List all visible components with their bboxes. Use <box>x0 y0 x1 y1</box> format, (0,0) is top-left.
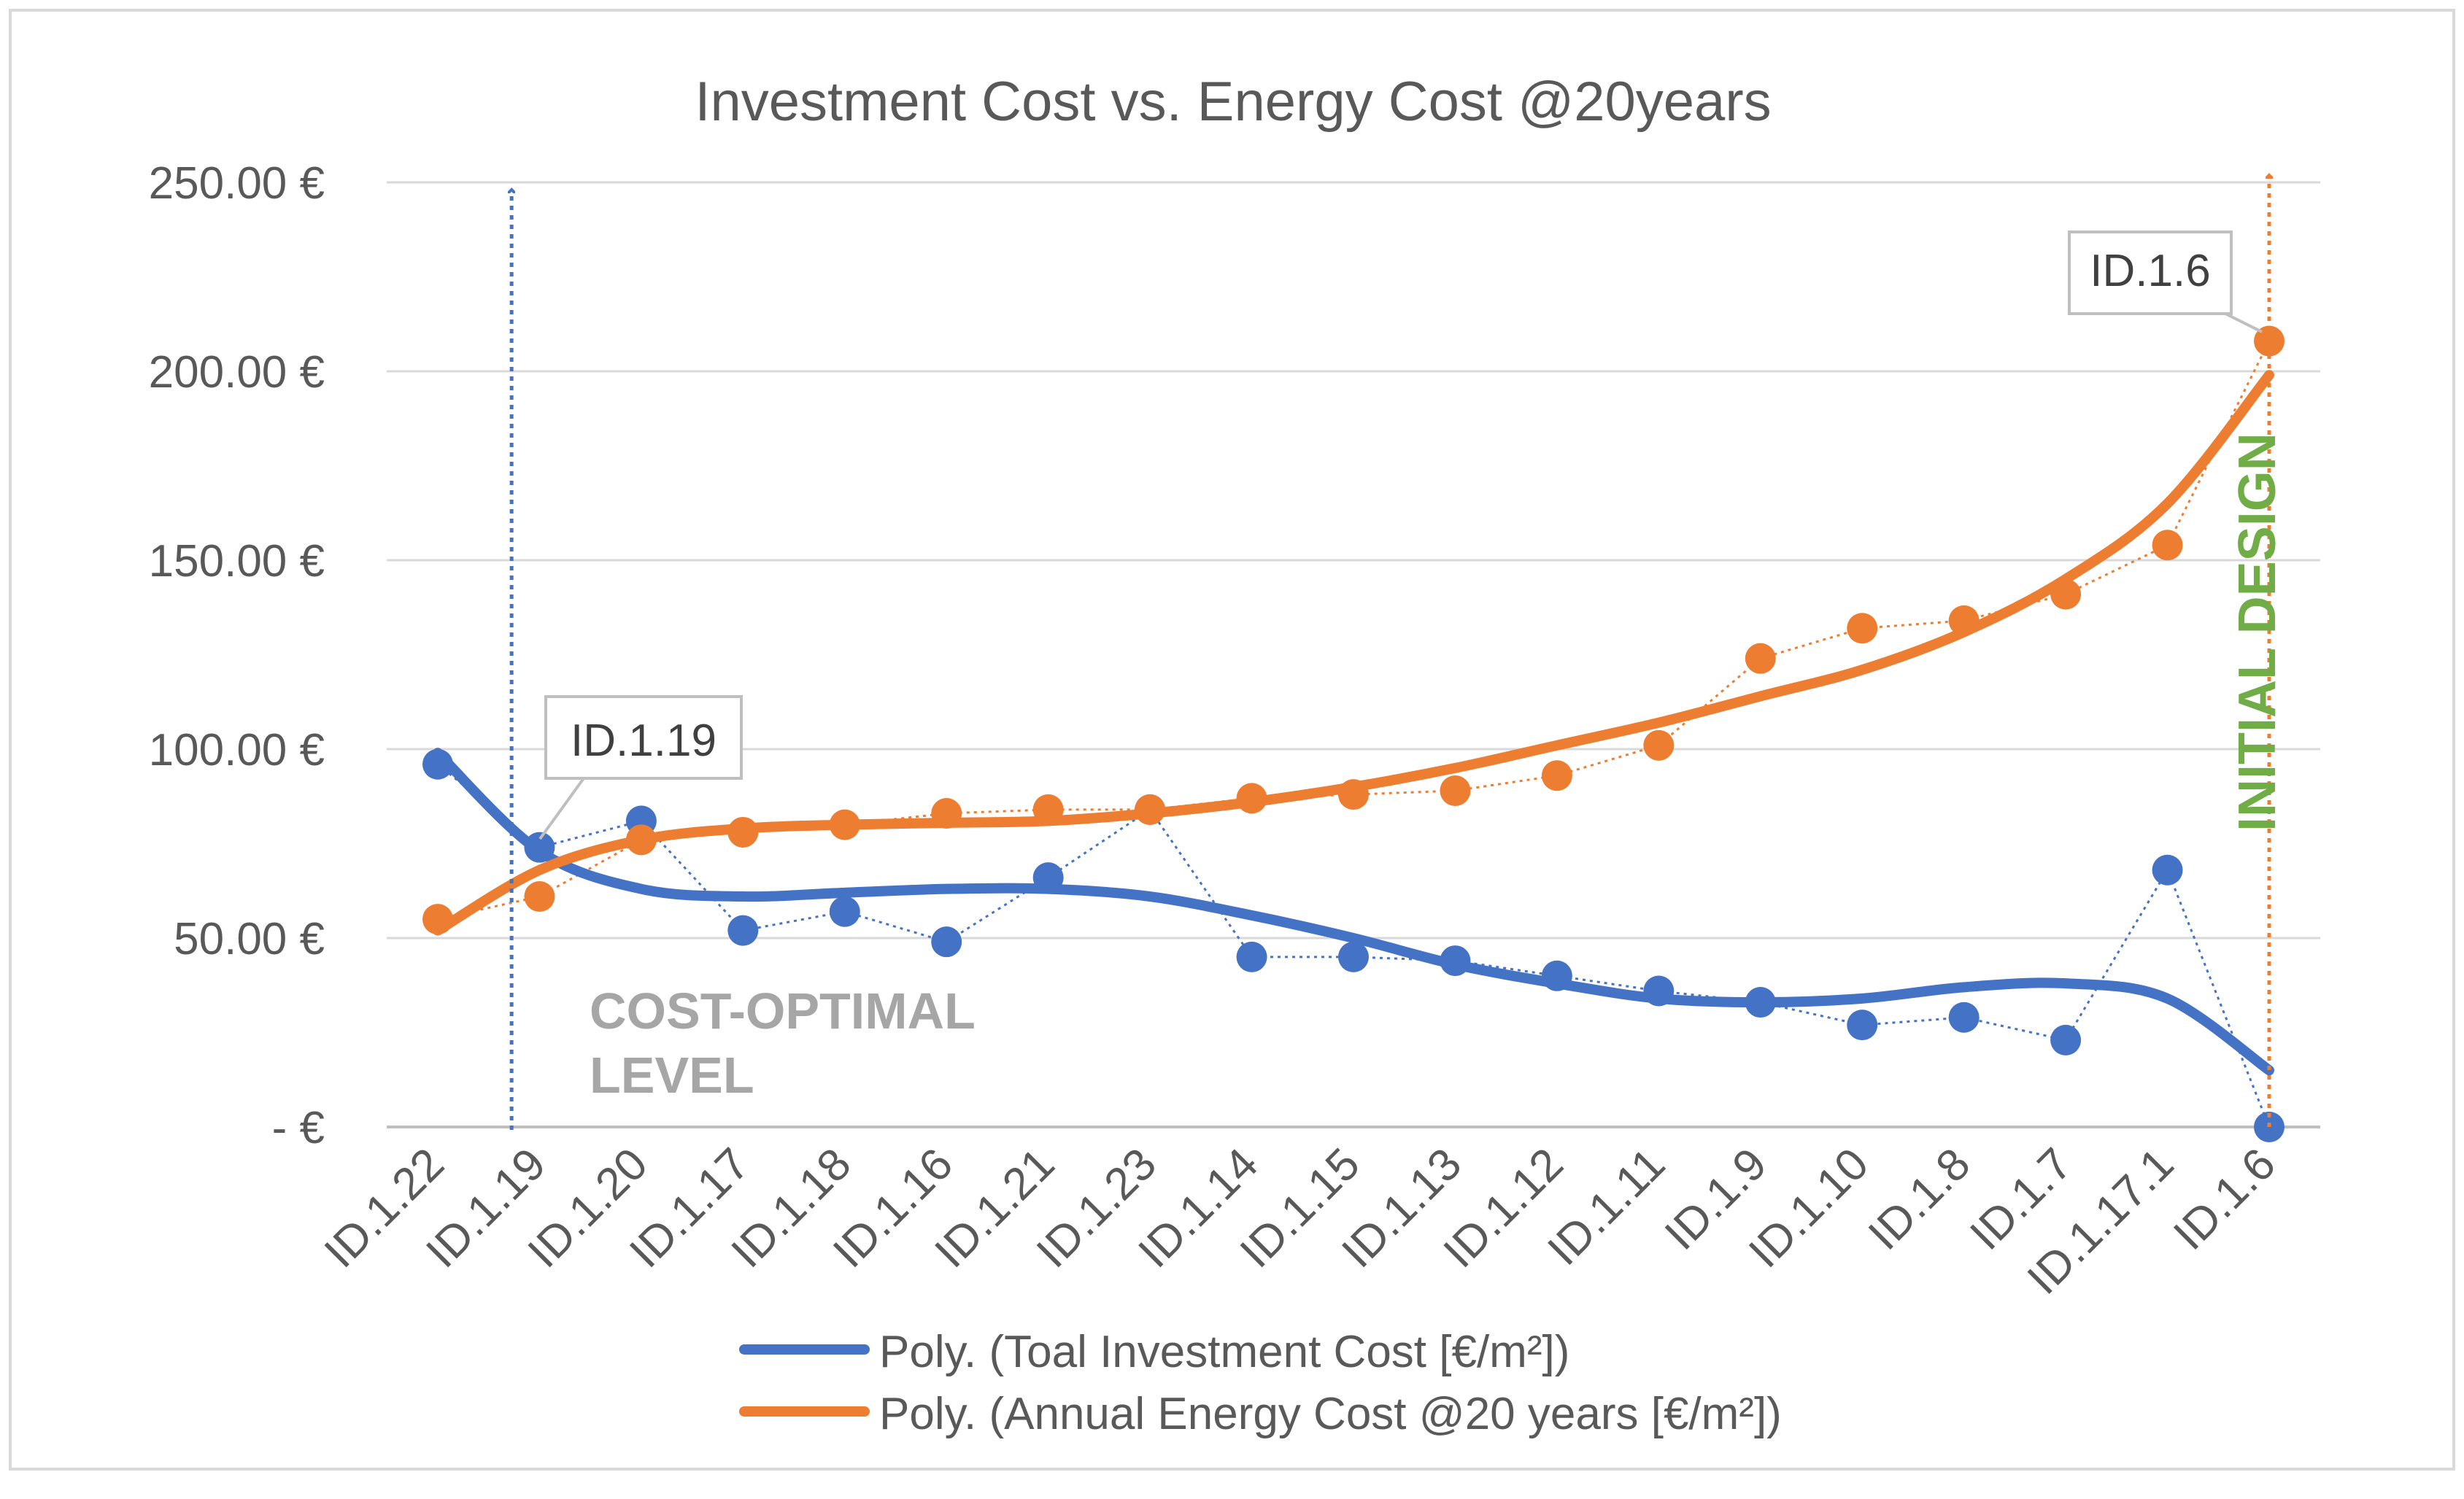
trendline-energy <box>433 370 2274 936</box>
y-tick-label: 100.00 € <box>149 725 325 775</box>
chart-title: Investment Cost vs. Energy Cost @20years <box>695 71 1771 133</box>
y-tick-label: 50.00 € <box>174 914 325 964</box>
y-axis-labels: - € 50.00 € 100.00 € 150.00 € 200.00 € 250.00… <box>149 158 325 1153</box>
series-layer <box>422 325 2285 1142</box>
callout-id-1-19: ID.1.19 <box>538 695 743 840</box>
data-point-investment <box>1847 1010 1878 1041</box>
callout-leader <box>2225 312 2263 333</box>
data-point-investment <box>931 926 962 958</box>
data-point-investment <box>1236 941 1267 972</box>
callout-box <box>2068 231 2233 315</box>
data-point-investment <box>2152 854 2183 886</box>
legend-label-energy: Poly. (Annual Energy Cost @20 years [€/m… <box>879 1389 1782 1439</box>
data-point-energy <box>2152 530 2183 561</box>
data-point-energy <box>1643 729 1675 761</box>
initial-design-label: INITIAL DESIGN <box>2228 433 2287 832</box>
data-point-investment <box>829 896 860 927</box>
data-point-investment <box>2050 1024 2082 1056</box>
callout-leader <box>538 777 585 840</box>
legend: Poly. (Toal Investment Cost [€/m²]) Poly… <box>739 1327 1782 1439</box>
y-tick-label: 200.00 € <box>149 347 325 398</box>
data-point-energy <box>1847 613 1878 644</box>
callout-label: ID.1.19 <box>571 716 717 766</box>
legend-label-investment: Poly. (Toal Investment Cost [€/m²]) <box>879 1327 1569 1377</box>
data-point-energy <box>1440 775 1471 806</box>
callout-id-1-6: ID.1.6 <box>2068 231 2263 333</box>
chart-border <box>9 9 2455 1471</box>
cost-optimal-label-line2: LEVEL <box>590 1047 754 1104</box>
trendline-investment <box>433 748 2274 1076</box>
y-tick-label: 250.00 € <box>149 158 325 209</box>
y-tick-label: - € <box>272 1103 325 1153</box>
data-point-energy <box>2254 325 2285 357</box>
data-point-investment <box>727 915 759 946</box>
cost-optimal-label: COST-OPTIMAL <box>590 983 976 1039</box>
data-point-investment <box>1338 941 1369 972</box>
y-tick-label: 150.00 € <box>149 536 325 586</box>
callout-label: ID.1.6 <box>2090 246 2210 296</box>
data-point-energy <box>1541 760 1572 791</box>
data-point-energy <box>1745 643 1776 674</box>
data-point-energy <box>524 881 555 913</box>
data-point-investment <box>1948 1002 1980 1033</box>
annotation-layer: ID.1.19 ID.1.6 COST-OPTIMAL LEVEL INITIAL DE… <box>511 175 2287 1130</box>
callout-box <box>544 695 743 780</box>
